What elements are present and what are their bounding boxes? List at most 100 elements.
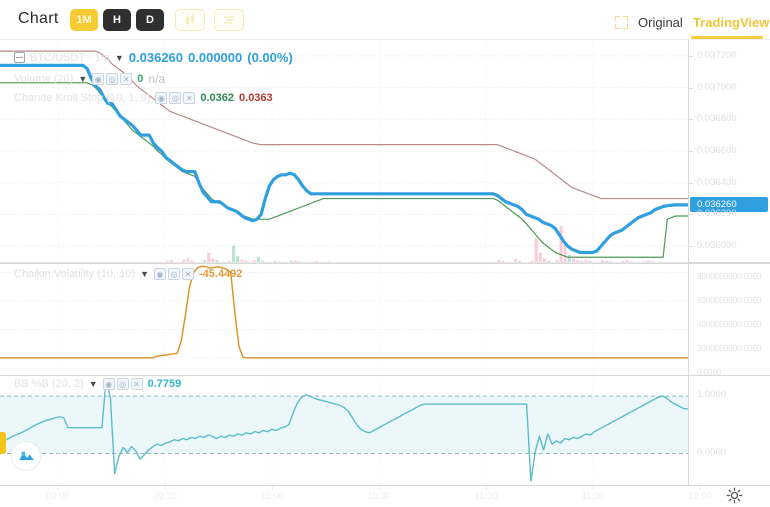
chande-kroll-high: 0.0363	[239, 92, 273, 104]
chevron-down-icon[interactable]: ▼	[114, 52, 124, 63]
remove-icon[interactable]: ✕	[181, 268, 194, 280]
timeframe-group: 1M H D	[70, 9, 164, 31]
volume-axis-label: 6000000000.0000	[697, 296, 762, 305]
settings-icon[interactable]: ◉	[153, 268, 166, 280]
volume-axis-label: 0.0000	[697, 368, 722, 377]
time-tick	[700, 486, 701, 490]
time-tick	[486, 486, 487, 490]
settings-icon[interactable]: ◉	[92, 73, 105, 85]
tab-tradingview[interactable]: TradingView	[693, 15, 770, 30]
legend-controls: ◉ ◎ ✕	[155, 92, 196, 104]
volume-extra: n/a	[148, 72, 166, 86]
left-scale-tab[interactable]	[0, 432, 6, 454]
time-tick	[165, 486, 166, 490]
tool-group	[175, 9, 244, 31]
timeframe-d[interactable]: D	[136, 9, 164, 31]
time-axis-label: 12:00	[688, 491, 712, 502]
axis-tick	[689, 55, 693, 57]
timeframe-1m[interactable]: 1M	[70, 9, 98, 31]
chande-kroll-low: 0.0362	[200, 92, 235, 104]
time-tick	[593, 486, 594, 490]
price-axis-label: 0.036600	[697, 145, 737, 156]
time-tick	[272, 486, 273, 490]
symbol-change-pct: (0.00%)	[247, 50, 293, 65]
top-toolbar: Chart 1M H D	[0, 0, 770, 40]
axis-separator	[689, 375, 770, 376]
axis-tick	[689, 246, 693, 248]
plot-area	[0, 40, 688, 485]
legend-controls: ◉ ◎ ✕	[92, 73, 133, 85]
visibility-icon[interactable]: ◎	[167, 268, 180, 280]
legend-volume[interactable]: Volume (20) ▼ ◉ ◎ ✕ 0 n/a	[14, 72, 165, 86]
axis-tick	[689, 182, 693, 184]
tab-original[interactable]: Original	[638, 15, 683, 30]
time-axis[interactable]: 09:00 09:30 10:00 10:30 11:00 11:30 12:00	[0, 485, 770, 507]
volume-name: Volume (20)	[14, 73, 74, 85]
chaikin-value: -45.4492	[198, 268, 243, 280]
axis-separator	[689, 263, 770, 264]
price-axis[interactable]: 0.036260 0.037200 0.037000 0.036800 0.03660…	[688, 40, 770, 485]
chevron-down-icon[interactable]: ▼	[78, 74, 88, 84]
indicators-icon[interactable]	[214, 9, 244, 31]
current-price-badge: 0.036260	[690, 197, 768, 213]
collapse-pane-icon[interactable]	[14, 52, 25, 63]
bb-percent-name: BB %B (20, 2)	[14, 378, 84, 390]
legend-bb-percent[interactable]: BB %B (20, 2) ▼ ◉ ◎ ✕ 0.7759	[14, 378, 181, 390]
price-axis-label: 0.036800	[697, 113, 737, 125]
chevron-down-icon[interactable]: ▼	[140, 269, 149, 279]
visibility-icon[interactable]: ◎	[169, 92, 182, 104]
time-axis-label: 09:30	[153, 491, 177, 502]
visibility-icon[interactable]: ◎	[106, 73, 119, 85]
time-axis-label: 11:30	[581, 491, 605, 502]
remove-icon[interactable]: ✕	[130, 378, 143, 390]
bb-axis-label: 1.0000	[697, 389, 727, 401]
visibility-icon[interactable]: ◎	[116, 378, 129, 390]
volume-axis-label: 4000000000.0000	[697, 320, 762, 329]
bb-percent-value: 0.7759	[147, 378, 182, 390]
settings-icon[interactable]: ◉	[102, 378, 115, 390]
volume-value: 0	[137, 73, 144, 85]
symbol-change: 0.000000	[188, 50, 243, 65]
axis-tick	[689, 151, 693, 152]
tradingview-logo[interactable]	[11, 441, 41, 471]
legend-controls: ◉ ◎ ✕	[153, 268, 194, 280]
time-axis-label: 10:00	[260, 491, 284, 502]
price-axis-label: 0.037000	[697, 81, 737, 93]
settings-gear-icon[interactable]	[726, 487, 743, 504]
active-tab-underline	[691, 36, 763, 39]
bb-percent-pane[interactable]	[0, 375, 688, 485]
price-axis-label: 0.036200	[697, 208, 737, 220]
candlestick-type-icon[interactable]	[175, 9, 205, 31]
page-title: Chart	[18, 10, 59, 27]
axis-separator	[689, 262, 770, 263]
time-axis-label: 09:00	[46, 491, 70, 502]
volume-axis-label: 8000000000.0000	[697, 272, 762, 281]
fullscreen-icon[interactable]	[615, 16, 628, 29]
symbol-name: BTC/USDT · 1m	[30, 51, 110, 64]
price-axis-label: 0.037200	[697, 49, 737, 61]
pane-divider	[0, 262, 688, 263]
remove-icon[interactable]: ✕	[183, 92, 196, 104]
price-axis-label: 0.036000	[697, 240, 737, 252]
chaikin-name: Chaikin Volatility (10, 10)	[14, 268, 136, 280]
chevron-down-icon[interactable]: ▼	[88, 379, 98, 389]
legend-chande-kroll-stop[interactable]: Chande Kroll Stop (10, 1, 9) ◉ ◎ ✕ 0.036…	[14, 92, 273, 104]
price-pane[interactable]	[0, 40, 688, 262]
chande-kroll-name: Chande Kroll Stop (10, 1, 9)	[14, 92, 151, 104]
settings-icon[interactable]: ◉	[155, 92, 168, 104]
timeframe-h[interactable]: H	[103, 9, 131, 31]
axis-tick	[689, 87, 693, 89]
bb-axis-label: 0.0000	[697, 447, 727, 459]
volume-axis-label: 2000000000.0000	[697, 344, 762, 353]
time-axis-label: 11:00	[474, 491, 498, 502]
legend-symbol[interactable]: BTC/USDT · 1m ▼ 0.036260 0.000000 (0.00%…	[14, 50, 293, 65]
axis-tick	[689, 214, 693, 216]
chaikin-volatility-pane[interactable]	[0, 263, 688, 375]
time-axis-label: 10:30	[367, 491, 391, 502]
remove-icon[interactable]: ✕	[120, 73, 133, 85]
time-tick	[379, 486, 380, 490]
legend-chaikin-volatility[interactable]: Chaikin Volatility (10, 10) ▼ ◉ ◎ ✕ -45.…	[14, 268, 242, 280]
price-axis-label: 0.036400	[697, 176, 737, 188]
symbol-price: 0.036260	[128, 50, 184, 65]
